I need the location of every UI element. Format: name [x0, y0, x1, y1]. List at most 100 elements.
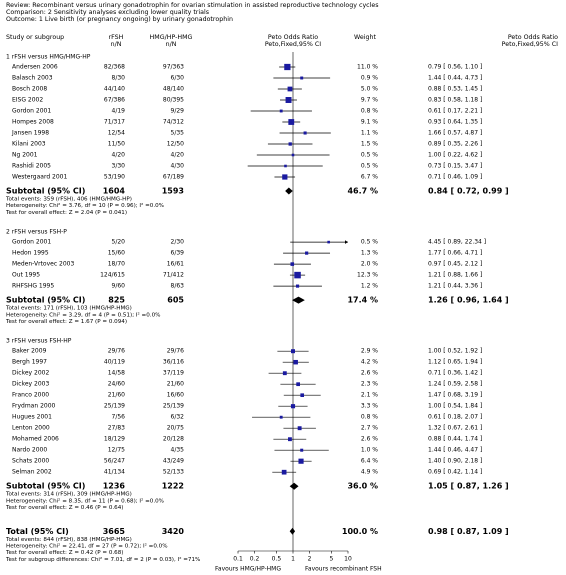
study-name: Schats 2000 — [12, 458, 49, 465]
hmg-value: 21/60 — [167, 381, 184, 388]
effect-ci: 0.71 [ 0.36, 1.42 ] — [428, 370, 482, 377]
hmg-value: 1222 — [162, 482, 184, 491]
effect-ci: 0.88 [ 0.53, 1.45 ] — [428, 86, 482, 93]
study-name: Mohamed 2006 — [12, 436, 59, 443]
hmg-value: 80/395 — [163, 97, 184, 104]
weight: 1.5 % — [361, 141, 378, 148]
rfsh-value: 82/368 — [104, 64, 125, 71]
rfsh-value: 8/30 — [112, 75, 126, 82]
study-square — [291, 153, 295, 157]
hmg-value: 52/133 — [163, 469, 184, 476]
column-header: n/N — [111, 41, 122, 48]
rfsh-value: 71/317 — [104, 119, 125, 126]
effect-ci: 0.89 [ 0.35, 2.26 ] — [428, 141, 482, 148]
study-name: Bosch 2008 — [12, 86, 47, 93]
study-square — [285, 97, 292, 103]
subtotal-label: Subtotal (95% CI) — [6, 187, 85, 196]
column-header: Weight — [354, 34, 376, 41]
effect-ci: 0.61 [ 0.18, 2.07 ] — [428, 414, 482, 421]
effect-ci: 1.44 [ 0.44, 4.73 ] — [428, 75, 482, 82]
weight: 3.3 % — [361, 403, 378, 410]
rfsh-value: 15/60 — [108, 250, 125, 257]
rfsh-value: 4/20 — [112, 152, 126, 159]
weight: 2.3 % — [361, 381, 378, 388]
group-title: 2 rFSH versus FSH-P — [6, 229, 67, 236]
weight: 2.1 % — [361, 392, 378, 399]
study-name: Balasch 2003 — [12, 75, 53, 82]
subtotal-label: Subtotal (95% CI) — [6, 296, 85, 305]
rfsh-value: 1604 — [103, 187, 126, 196]
effect-ci: 0.79 [ 0.56, 1.10 ] — [428, 64, 482, 71]
rfsh-value: 29/76 — [108, 348, 125, 355]
hmg-value: 5/35 — [171, 130, 185, 137]
study-square — [282, 174, 288, 180]
column-header: Peto Odds Ratio — [508, 34, 558, 41]
study-name: Baker 2009 — [12, 348, 47, 355]
note: Heterogeneity: Chi² = 3.29, df = 4 (P = … — [6, 311, 160, 318]
study-name: Nardo 2000 — [12, 447, 47, 454]
study-name: Meden-Vrtovec 2003 — [12, 261, 74, 268]
effect-ci: 0.93 [ 0.64, 1.35 ] — [428, 119, 482, 126]
study-name: Dickey 2002 — [12, 370, 49, 377]
hmg-value: 8/63 — [171, 283, 185, 290]
study-square — [303, 131, 307, 135]
study-square — [305, 251, 309, 255]
rfsh-value: 21/60 — [108, 392, 125, 399]
note: Total events: 314 (rFSH), 309 (HMG/HP-HM… — [5, 492, 132, 498]
hmg-value: 9/29 — [171, 108, 185, 115]
hmg-value: 43/249 — [163, 458, 184, 465]
weight: 4.9 % — [361, 469, 378, 476]
hmg-value: 29/76 — [167, 348, 184, 355]
effect-ci: 1.77 [ 0.66, 4.71 ] — [428, 250, 482, 257]
rfsh-value: 56/247 — [104, 458, 125, 465]
note: Total events: 171 (rFSH), 103 (HMG/HP-HM… — [5, 306, 132, 312]
weight: 46.7 % — [347, 187, 378, 196]
effect-ci: 1.00 [ 0.22, 4.62 ] — [428, 152, 482, 159]
study-name: Westergaard 2001 — [12, 174, 67, 181]
rfsh-value: 9/60 — [112, 283, 126, 290]
hmg-value: 74/312 — [163, 119, 184, 126]
rfsh-value: 3665 — [103, 527, 126, 536]
effect-ci: 1.00 [ 0.52, 1.92 ] — [428, 348, 482, 355]
weight: 6.4 % — [361, 458, 378, 465]
rfsh-value: 27/83 — [108, 425, 125, 432]
effect-ci: 0.71 [ 0.46, 1.09 ] — [428, 174, 482, 181]
note: Total events: 359 (rFSH), 406 (HMG/HMG-H… — [5, 197, 132, 203]
study-square — [290, 262, 295, 266]
weight: 0.8 % — [361, 108, 378, 115]
study-name: Selman 2002 — [12, 469, 52, 476]
weight: 0.9 % — [361, 75, 378, 82]
hmg-value: 25/139 — [163, 403, 184, 410]
group-title: 1 rFSH versus HMG/HMG-HP — [6, 54, 91, 61]
hmg-value: 20/128 — [163, 436, 184, 443]
note: Test for overall effect: Z = 0.42 (P = 0… — [5, 550, 123, 556]
effect-ci: 4.45 [ 0.89, 22.34 ] — [428, 239, 486, 246]
study-name: Hompes 2008 — [12, 119, 54, 126]
hmg-value: 48/140 — [163, 86, 184, 93]
weight: 17.4 % — [347, 296, 378, 305]
study-square — [284, 63, 291, 71]
effect-ci: 0.69 [ 0.42, 1.14 ] — [428, 469, 482, 476]
hmg-value: 3420 — [162, 527, 185, 536]
rfsh-value: 1236 — [103, 482, 126, 491]
weight: 1.2 % — [361, 283, 378, 290]
rfsh-value: 7/56 — [112, 414, 126, 421]
favours-left: Favours HMG/HP-HMG — [215, 566, 281, 573]
weight: 0.5 % — [361, 163, 378, 170]
weight: 9.1 % — [361, 119, 378, 126]
total-label: Total (95% CI) — [6, 527, 69, 536]
column-header: Peto Odds Ratio — [268, 34, 318, 41]
summary-diamond — [289, 527, 296, 535]
effect-ci: 0.61 [ 0.17, 2.21 ] — [428, 108, 482, 115]
study-name: Bergh 1997 — [12, 359, 47, 366]
hmg-value: 67/189 — [163, 174, 184, 181]
rfsh-value: 18/129 — [104, 436, 125, 443]
note: Heterogeneity: Chi² = 3.76, df = 10 (P =… — [6, 202, 164, 209]
study-square — [300, 76, 304, 80]
x-tick-label: 1 — [291, 556, 295, 563]
study-name: Hedon 1995 — [12, 250, 49, 257]
summary-diamond — [289, 482, 299, 490]
effect-ci: 1.47 [ 0.68, 3.19 ] — [428, 392, 482, 399]
rfsh-value: 5/20 — [112, 239, 126, 246]
study-square — [290, 404, 296, 409]
